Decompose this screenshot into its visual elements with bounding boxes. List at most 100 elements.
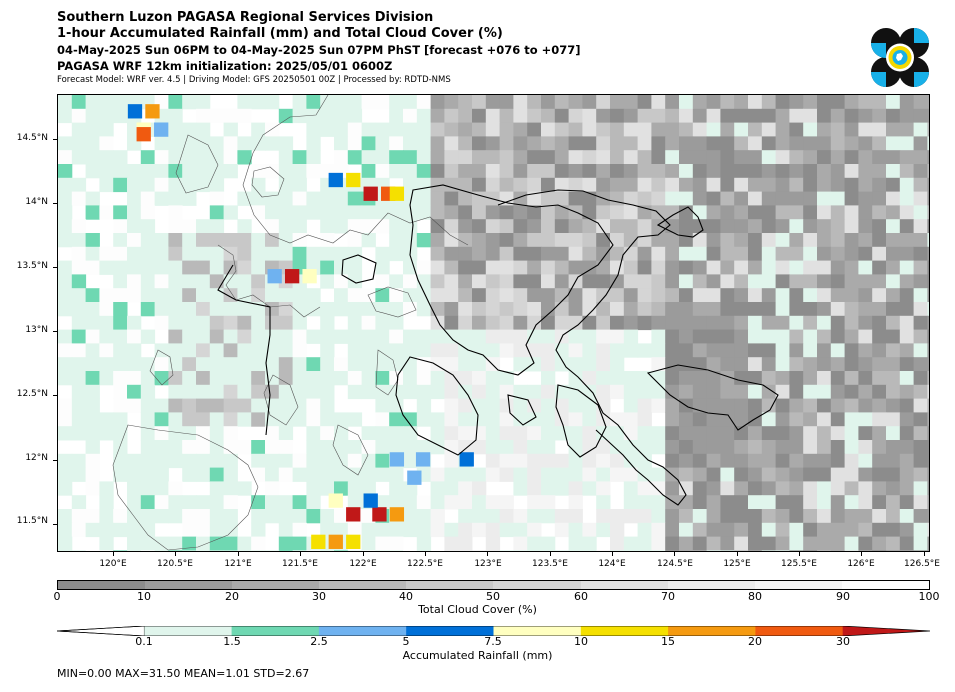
grid-cell: [858, 95, 873, 110]
grid-cell: [844, 108, 859, 124]
grid-cell: [140, 481, 156, 496]
cloud-colorbar-segment: [493, 581, 581, 589]
grid-cell: [196, 122, 211, 137]
grid-cell: [830, 122, 846, 137]
grid-cell: [196, 150, 211, 165]
grid-cell: [734, 440, 749, 455]
grid-cell: [734, 108, 749, 124]
grid-cell: [830, 164, 846, 179]
grid-cell: [886, 260, 901, 275]
grid-cell: [140, 302, 156, 317]
grid-cell: [734, 150, 749, 165]
grid-cell: [803, 384, 818, 400]
grid-cell: [886, 233, 901, 248]
grid-cell: [527, 440, 542, 455]
grid-cell: [858, 329, 873, 344]
grid-cell: [761, 426, 777, 441]
grid-cell: [872, 95, 887, 110]
grid-cell: [458, 122, 473, 137]
grid-cell: [472, 108, 487, 124]
grid-cell: [927, 453, 929, 469]
grid-cell: [140, 440, 156, 455]
grid-cell: [209, 467, 225, 482]
grid-cell: [817, 509, 832, 524]
rain-colorbar-segment: [144, 626, 233, 636]
grid-cell: [168, 343, 183, 358]
grid-cell: [596, 150, 611, 165]
grid-cell: [651, 509, 666, 524]
grid-cell: [789, 191, 804, 206]
grid-cell: [334, 136, 349, 151]
grid-cell: [403, 343, 418, 358]
grid-cell: [140, 246, 156, 262]
grid-cell: [278, 191, 294, 206]
grid-cell: [844, 233, 859, 248]
grid-cell: [485, 453, 501, 469]
grid-cell: [637, 315, 652, 331]
grid-cell: [485, 467, 501, 482]
grid-cell: [430, 177, 445, 193]
grid-cell: [334, 467, 349, 482]
grid-cell: [361, 329, 376, 344]
grid-cell: [830, 384, 846, 400]
cloud-colorbar-segment: [667, 581, 755, 589]
grid-cell: [140, 467, 156, 482]
grid-cell: [58, 136, 73, 151]
grid-cell: [458, 481, 473, 496]
grid-cell: [458, 288, 473, 303]
grid-cell: [830, 440, 846, 455]
grid-cell: [347, 150, 363, 165]
grid-cell: [196, 302, 211, 317]
grid-cell: [775, 246, 790, 262]
grid-cell: [209, 412, 225, 427]
grid-cell: [610, 384, 625, 400]
grid-cell: [444, 246, 459, 262]
grid-cell: [182, 219, 197, 234]
grid-cell: [637, 164, 652, 179]
grid-cell: [651, 315, 666, 331]
grid-cell: [803, 426, 818, 441]
grid-cell: [872, 426, 887, 441]
grid-cell: [817, 95, 832, 110]
grid-cell: [692, 150, 708, 165]
grid-cell: [223, 108, 238, 124]
grid-cell: [899, 371, 915, 386]
lon-tick-mark: [175, 552, 177, 556]
grid-cell: [209, 481, 225, 496]
grid-cell: [706, 453, 721, 469]
coast-marinduque: [367, 286, 417, 318]
grid-cell: [637, 467, 652, 482]
grid-cell: [541, 343, 556, 358]
grid-cell: [361, 122, 376, 137]
cloud-colorbar-segment: [319, 581, 407, 589]
grid-cell: [886, 398, 901, 413]
grid-cell: [361, 426, 376, 441]
grid-cell: [113, 357, 128, 372]
grid-cell: [927, 357, 929, 372]
grid-cell: [720, 467, 735, 482]
grid-cell: [541, 453, 556, 469]
grid-cell: [127, 371, 142, 386]
grid-cell: [140, 453, 156, 469]
grid-cell: [582, 467, 597, 482]
grid-cell: [541, 246, 556, 262]
grid-cell: [554, 164, 570, 179]
grid-cell: [499, 302, 514, 317]
grid-cell: [554, 357, 570, 372]
grid-cell: [499, 315, 514, 331]
grid-cell: [527, 191, 542, 206]
grid-cell: [389, 357, 404, 372]
grid-cell: [554, 274, 570, 289]
grid-cell: [651, 288, 666, 303]
grid-cell: [679, 453, 694, 469]
grid-cell: [292, 453, 307, 469]
grid-cell: [375, 274, 390, 289]
grid-cell: [830, 426, 846, 441]
grid-cell: [858, 426, 873, 441]
grid-cell: [416, 233, 432, 248]
grid-cell: [430, 481, 445, 496]
grid-cell: [375, 288, 390, 303]
coast-lubang: [149, 349, 174, 386]
grid-cell: [830, 357, 846, 372]
grid-cell: [720, 412, 735, 427]
